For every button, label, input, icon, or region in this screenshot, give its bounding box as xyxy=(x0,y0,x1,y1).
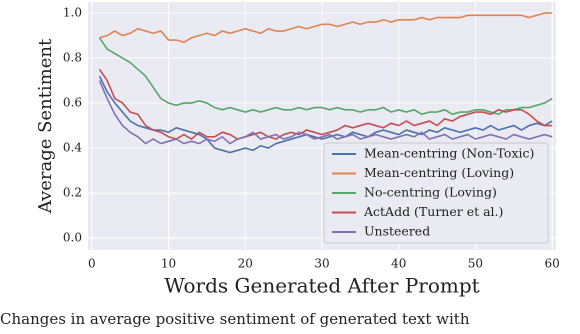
y-tick-label: 0.8 xyxy=(63,51,82,65)
legend-box xyxy=(323,142,549,244)
y-tick-label: 0.0 xyxy=(63,231,82,245)
y-tick-label: 1.0 xyxy=(63,6,82,20)
y-tick-label: 0.4 xyxy=(63,141,82,155)
y-tick-label: 0.2 xyxy=(63,186,82,200)
x-tick-label: 60 xyxy=(545,257,560,271)
x-tick-label: 0 xyxy=(88,257,96,271)
legend-label: No-centring (Loving) xyxy=(364,185,497,200)
x-tick-label: 40 xyxy=(391,257,406,271)
series-line xyxy=(98,80,553,145)
caption: Changes in average positive sentiment of… xyxy=(0,310,470,328)
y-tick-label: 0.6 xyxy=(63,96,82,110)
x-tick-label: 10 xyxy=(161,257,176,271)
series-line xyxy=(99,12,553,44)
x-tick-label: 20 xyxy=(238,257,253,271)
x-tick-label: 30 xyxy=(314,257,329,271)
x-tick-label: 50 xyxy=(468,257,483,271)
legend-label: Mean-centring (Loving) xyxy=(364,165,514,180)
legend-label: ActAdd (Turner et al.) xyxy=(363,204,503,219)
x-axis-label: Words Generated After Prompt xyxy=(164,274,479,298)
legend-label: Unsteered xyxy=(364,224,430,239)
legend-label: Mean-centring (Non-Toxic) xyxy=(364,146,534,161)
y-axis-label: Average Sentiment xyxy=(35,38,56,214)
series-line xyxy=(98,75,553,154)
series-line xyxy=(98,37,553,116)
